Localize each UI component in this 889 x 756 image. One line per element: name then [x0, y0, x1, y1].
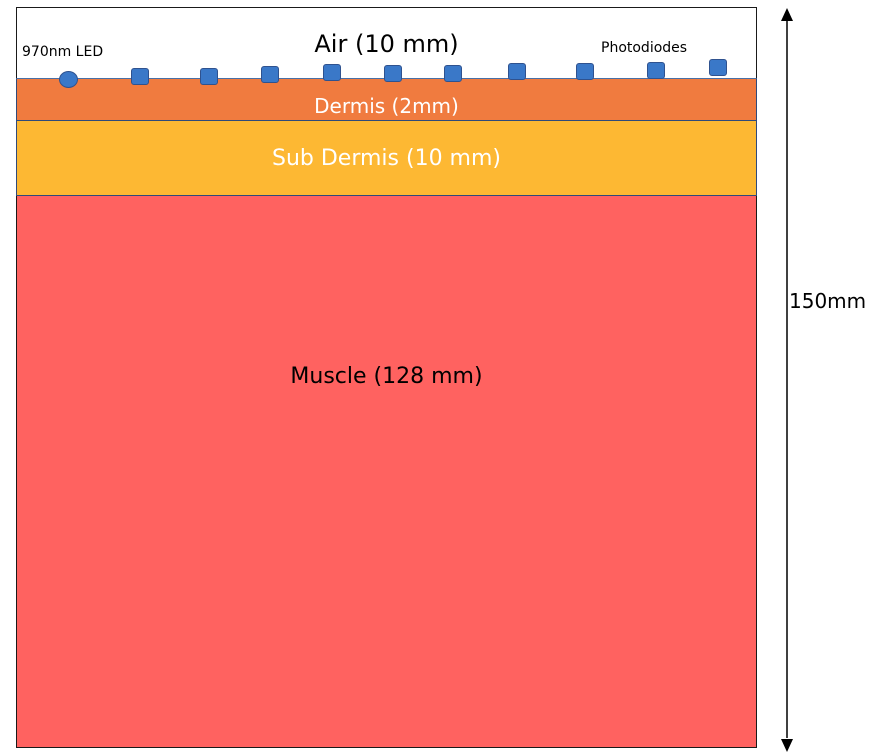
air-layer-label: Air (10 mm) [314, 30, 459, 58]
sub-dermis-layer-label: Sub Dermis (10 mm) [271, 145, 501, 171]
muscle-layer-label: Muscle (128 mm) [290, 364, 483, 389]
photodiode-icon [576, 63, 594, 80]
led-icon [59, 71, 78, 88]
sub-dermis-layer: Sub Dermis (10 mm) [16, 121, 757, 196]
dimension-label: 150mm [789, 289, 867, 313]
photodiode-icon [384, 65, 402, 82]
photodiode-icon [131, 68, 149, 85]
photodiode-icon [261, 66, 279, 83]
photodiodes-label: Photodiodes [601, 40, 688, 56]
muscle-layer: Muscle (128 mm) [16, 196, 757, 748]
photodiode-icon [508, 63, 526, 80]
photodiode-icon [323, 64, 341, 81]
photodiode-icon [647, 62, 665, 79]
photodiode-icon [444, 65, 462, 82]
dermis-layer-label: Dermis (2mm) [314, 93, 459, 118]
photodiode-icon [200, 68, 218, 85]
dermis-layer: Dermis (2mm) [16, 78, 757, 121]
dimension-arrow-icon [781, 8, 793, 752]
photodiode-icon [709, 59, 727, 76]
led-label: 970nm LED [22, 44, 104, 60]
